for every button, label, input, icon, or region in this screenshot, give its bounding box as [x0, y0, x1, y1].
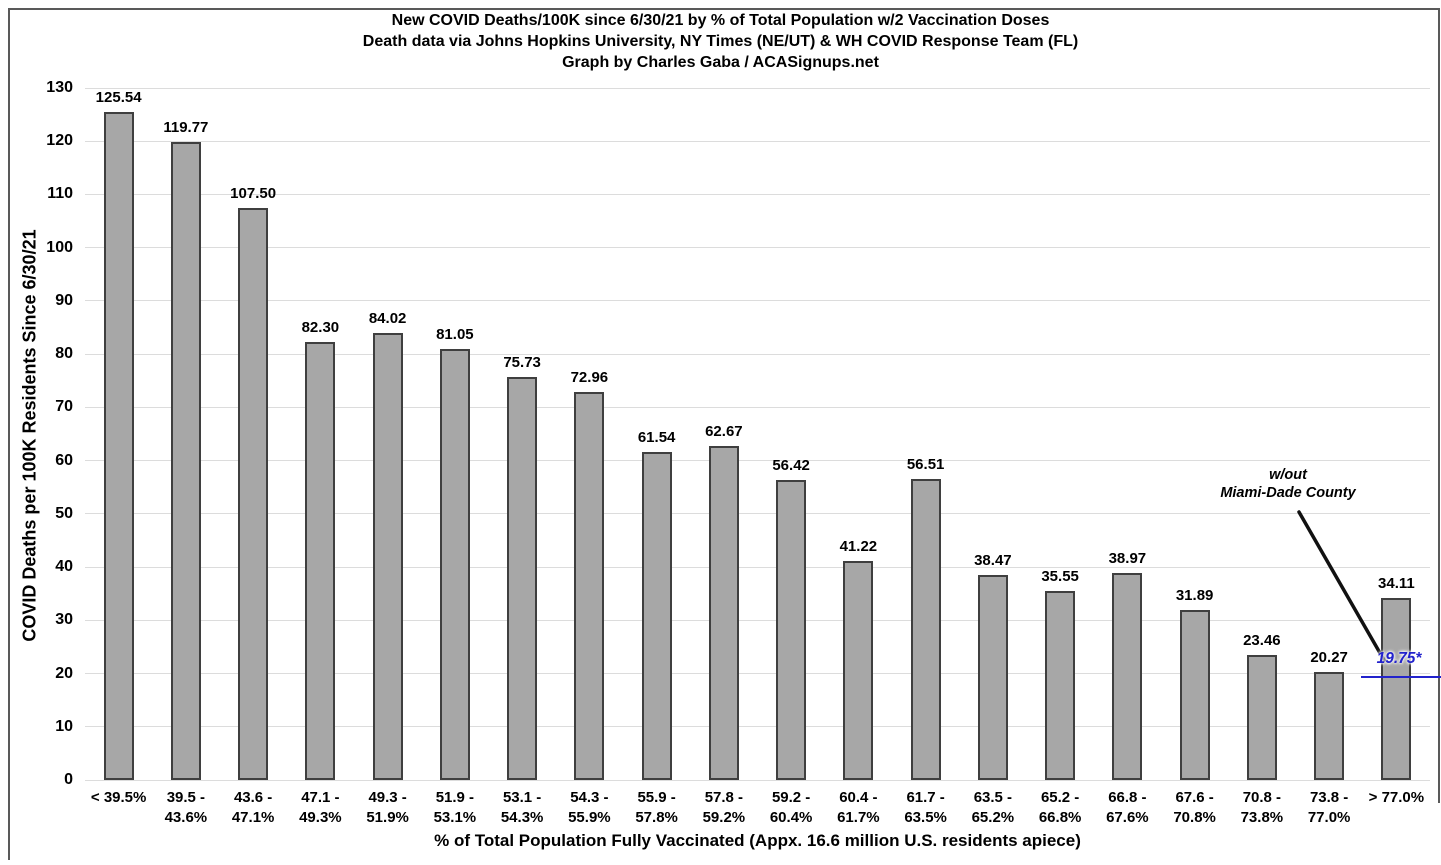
bar — [305, 341, 336, 780]
bar — [977, 575, 1008, 780]
x-tick-label: 67.6 - 70.8% — [1173, 789, 1216, 826]
bar-value-label: 35.55 — [1041, 567, 1079, 585]
plot-area: 0 10 20 30 40 50 60 70 80 90 100 110 120 130 125.54 < 3… — [46, 79, 1430, 826]
bar-value-label: 23.46 — [1243, 632, 1281, 650]
x-tick-label: 53.1 - 54.3% — [500, 789, 544, 826]
chart-frame-right — [1438, 8, 1440, 803]
gridline — [85, 460, 1430, 462]
y-tick-label: 100 — [46, 238, 73, 256]
chart-title-block: New COVID Deaths/100K since 6/30/21 by %… — [0, 10, 1441, 73]
bar-value-label: 84.02 — [368, 309, 407, 327]
bar-value-label: 107.50 — [230, 184, 277, 202]
annotation-text: w/out Miami-Dade County — [1220, 467, 1356, 501]
bar-value-label: 75.73 — [503, 353, 541, 371]
bar — [238, 207, 269, 780]
chart-title: New COVID Deaths/100K since 6/30/21 by %… — [391, 12, 1050, 29]
gridline — [85, 247, 1430, 249]
y-tick-label: 20 — [55, 664, 73, 682]
x-tick-label: 61.7 - 63.5% — [904, 789, 947, 826]
bar-value-label: 81.05 — [436, 325, 474, 343]
y-tick-label: 80 — [55, 345, 73, 363]
y-tick-label: 50 — [55, 504, 73, 522]
x-tick-label: 57.8 - 59.2% — [702, 789, 746, 826]
bar — [1179, 610, 1210, 780]
gridline — [85, 673, 1430, 675]
y-tick-label: 60 — [55, 451, 73, 469]
bar-value-label: 61.54 — [637, 429, 676, 447]
gridline — [85, 566, 1430, 568]
bar-value-label: 38.47 — [974, 552, 1012, 570]
y-tick-label: 70 — [55, 398, 73, 416]
x-tick-label: 54.3 - 55.9% — [568, 789, 611, 826]
bar — [574, 391, 605, 780]
bar — [372, 332, 403, 780]
x-tick-label: 47.1 - 49.3% — [299, 789, 342, 826]
x-tick-label: < 39.5% — [90, 789, 147, 806]
x-tick-label: 70.8 - 73.8% — [1240, 789, 1284, 826]
gridline — [85, 779, 1430, 781]
bar-value-label: 62.67 — [705, 423, 743, 441]
gridline — [85, 619, 1430, 621]
bar — [1045, 590, 1076, 780]
bar-value-label: 41.22 — [839, 537, 878, 555]
x-tick-label: 73.8 - 77.0% — [1307, 789, 1351, 826]
x-axis-title: % of Total Population Fully Vaccinated (… — [434, 831, 1081, 850]
y-tick-label: 90 — [55, 291, 73, 309]
x-tick-label: 65.2 - 66.8% — [1038, 789, 1082, 826]
bar — [103, 111, 134, 780]
bar — [843, 560, 874, 780]
bar — [1381, 598, 1412, 780]
x-tick-label: 55.9 - 57.8% — [635, 789, 678, 826]
x-tick-label: 43.6 - 47.1% — [231, 789, 275, 826]
x-tick-label: 63.5 - 65.2% — [971, 789, 1015, 826]
annotation-underline — [1361, 676, 1441, 678]
bar — [776, 479, 807, 780]
bar — [1314, 672, 1345, 780]
annotation-value-label: 19.75* — [1376, 650, 1422, 667]
gridline — [85, 353, 1430, 355]
y-tick-label: 110 — [47, 185, 73, 203]
bar-value-label: 34.11 — [1378, 575, 1415, 593]
x-tick-label: 51.9 - 53.1% — [433, 789, 477, 826]
x-tick-label: 59.2 - 60.4% — [769, 789, 813, 826]
bar-value-label: 125.54 — [95, 88, 142, 106]
y-tick-label: 30 — [55, 611, 73, 629]
bar — [170, 142, 201, 780]
bar — [507, 376, 538, 780]
chart-subtitle: Death data via Johns Hopkins University,… — [362, 33, 1079, 50]
x-tick-label: 60.4 - 61.7% — [837, 789, 880, 826]
bar-value-label: 56.42 — [772, 456, 810, 474]
x-tick-label: > 77.0% — [1368, 789, 1425, 806]
x-tick-label: 66.8 - 67.6% — [1106, 789, 1149, 826]
x-tick-label: 49.3 - 51.9% — [366, 789, 409, 826]
y-tick-label: 10 — [55, 717, 73, 735]
bar — [641, 452, 672, 780]
bar-value-label: 72.96 — [570, 368, 609, 386]
chart-frame-top — [8, 8, 1439, 10]
y-tick-label: 130 — [46, 79, 73, 96]
gridline — [85, 193, 1430, 195]
bar-value-label: 56.51 — [906, 456, 945, 474]
bar — [1112, 572, 1143, 780]
chart-frame-left — [8, 8, 10, 860]
y-tick-label: 0 — [64, 771, 73, 788]
x-tick-label: 39.5 - 43.6% — [164, 789, 208, 826]
y-tick-label: 40 — [55, 558, 73, 576]
gridline — [85, 513, 1430, 515]
chart-credit: Graph by Charles Gaba / ACASignups.net — [562, 54, 879, 71]
gridline — [85, 406, 1430, 408]
gridline — [85, 726, 1430, 728]
gridline — [85, 300, 1430, 302]
y-tick-label: 120 — [46, 132, 73, 150]
bar — [439, 348, 470, 780]
bar — [1246, 655, 1277, 780]
bar — [910, 479, 941, 780]
bar — [708, 446, 739, 780]
gridline — [85, 140, 1430, 142]
gridline — [85, 87, 1430, 89]
bar-value-label: 31.89 — [1175, 587, 1214, 605]
bar-value-label: 38.97 — [1108, 549, 1147, 567]
bar-value-label: 119.77 — [163, 119, 209, 137]
bar-value-label: 82.30 — [301, 318, 340, 336]
